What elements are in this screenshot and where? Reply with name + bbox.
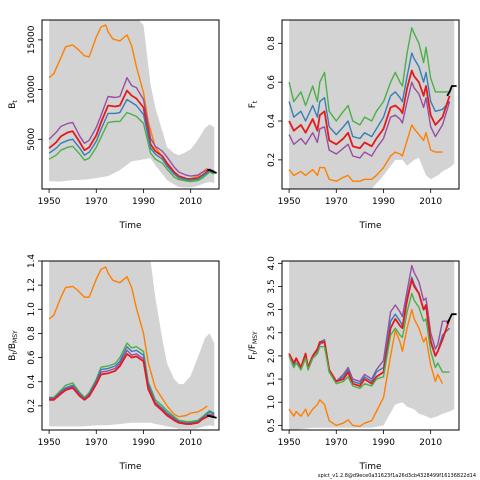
series-line-orange xyxy=(288,124,443,182)
x-tick-label: 2010 xyxy=(419,197,442,207)
panel-relative-fishing-mortality: 1950 1970 1990 2010 0.5 1.0 1.5 2.0 2.5 3.0 3.5 4.0… xyxy=(248,256,460,472)
series-line-red xyxy=(288,278,451,387)
x-tick-label: 1970 xyxy=(85,197,108,207)
x-axis-label: Time xyxy=(358,221,381,231)
series-line-black xyxy=(207,168,217,174)
x-tick-label: 1970 xyxy=(325,438,348,448)
y-tick-label: 0.6 xyxy=(27,350,37,365)
plot-area xyxy=(48,261,217,429)
y-tick-label: 0.2 xyxy=(27,399,37,413)
series-line-red xyxy=(49,352,215,425)
confidence-band xyxy=(289,261,455,430)
x-axis-label: Time xyxy=(358,462,381,472)
y-tick-label: 1.4 xyxy=(27,254,37,269)
series-line-purple xyxy=(288,81,451,159)
x-tick-label: 1950 xyxy=(278,197,301,207)
y-tick-label: 5000 xyxy=(27,128,37,151)
series-line-green xyxy=(288,27,450,126)
plot-frame xyxy=(41,260,220,431)
plot-area xyxy=(48,20,217,188)
x-tick-label: 2010 xyxy=(179,197,202,207)
x-tick-label: 1970 xyxy=(85,438,108,448)
series-line-purple xyxy=(48,76,215,177)
y-tick-label: 0.4 xyxy=(267,114,277,129)
y-tick-label: 2.0 xyxy=(267,348,277,363)
plot-frame xyxy=(281,260,460,431)
panel-fishing-mortality: 1950 1970 1990 2010 0.2 0.4 0.6 0.8 Time Ft xyxy=(248,19,460,231)
x-tick-label: 1950 xyxy=(38,438,61,448)
y-tick-label: 10000 xyxy=(27,75,37,104)
series-line-black xyxy=(446,313,457,324)
x-tick-label: 2010 xyxy=(179,438,202,448)
x-axis-label: Time xyxy=(118,462,141,472)
x-tick-label: 1950 xyxy=(278,438,301,448)
panel-relative-biomass: 1950 1970 1990 2010 0.2 0.4 0.6 0.8 1.0 1.2 1.4 Tim… xyxy=(8,254,220,472)
y-axis-label: Ft/FMSY xyxy=(248,331,259,360)
x-tick-label: 1990 xyxy=(372,197,395,207)
y-axis-label: Bt/BMSY xyxy=(8,330,19,361)
x-tick-label: 1970 xyxy=(325,197,348,207)
series-line-green xyxy=(49,342,215,423)
y-tick-label: 0.6 xyxy=(267,75,277,90)
series-line-green xyxy=(288,292,450,389)
confidence-band xyxy=(49,261,215,429)
x-tick-label: 1950 xyxy=(38,197,61,207)
x-tick-label: 1990 xyxy=(132,438,155,448)
y-tick-label: 1.0 xyxy=(267,395,277,410)
x-axis-label: Time xyxy=(118,221,141,231)
y-tick-label: 0.8 xyxy=(27,326,37,341)
plot-frame xyxy=(41,19,220,190)
y-axis-label: Bt xyxy=(8,100,19,109)
series-line-black xyxy=(446,85,457,97)
series-line-orange xyxy=(288,308,444,427)
panels: 1950 1970 1990 201050001000015000TimeBt1950… xyxy=(8,19,460,472)
series-line-black xyxy=(206,414,217,419)
series-line-blue xyxy=(48,346,215,424)
y-tick-label: 4.0 xyxy=(267,256,277,271)
y-tick-label: 1.2 xyxy=(27,278,37,292)
series-line-blue xyxy=(288,52,451,140)
y-tick-label: 2.5 xyxy=(267,326,277,340)
confidence-band xyxy=(289,20,455,189)
plot-frame xyxy=(281,19,460,190)
y-tick-label: 0.5 xyxy=(267,418,277,432)
y-tick-label: 3.0 xyxy=(267,302,277,317)
panel-biomass: 1950 1970 1990 2010 5000 10000 15000 Time Bt xyxy=(8,19,220,231)
y-tick-label: 1.0 xyxy=(27,302,37,317)
series-line-green xyxy=(48,111,215,183)
y-tick-label: 15000 xyxy=(27,25,37,54)
x-tick-label: 1990 xyxy=(372,438,395,448)
series-line-red xyxy=(288,69,451,150)
x-tick-label: 1990 xyxy=(132,197,155,207)
series-line-orange xyxy=(48,266,208,418)
y-tick-label: 1.5 xyxy=(267,372,277,386)
caption: spict_v1.2.8@d9ece0a31623f1a26d3cb432849… xyxy=(318,473,476,479)
plot-area xyxy=(288,20,457,189)
x-tick-label: 2010 xyxy=(419,438,442,448)
y-tick-label: 0.2 xyxy=(267,153,277,167)
y-axis-label: Ft xyxy=(248,100,259,108)
y-tick-label: 0.4 xyxy=(27,374,37,389)
y-tick-label: 0.8 xyxy=(267,36,277,51)
series-line-red xyxy=(48,89,215,181)
y-tick-label: 3.5 xyxy=(267,279,277,293)
series-line-blue xyxy=(48,98,215,181)
plot-area xyxy=(288,261,457,430)
